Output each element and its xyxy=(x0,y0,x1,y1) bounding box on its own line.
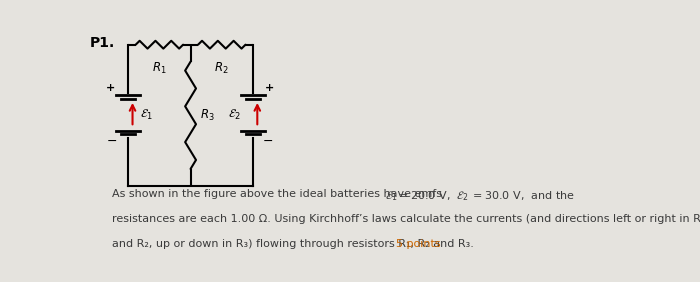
Text: $R_2$: $R_2$ xyxy=(214,61,229,76)
Text: −: − xyxy=(106,135,117,147)
Text: $R_3$: $R_3$ xyxy=(200,108,215,123)
Text: +: + xyxy=(106,83,116,93)
Text: P1.: P1. xyxy=(90,36,116,50)
Text: 5 points: 5 points xyxy=(396,239,441,249)
Text: −: − xyxy=(263,135,274,147)
Text: $R_1$: $R_1$ xyxy=(152,61,167,76)
Text: +: + xyxy=(265,83,274,93)
Text: $\mathcal{E}_1$: $\mathcal{E}_1$ xyxy=(140,108,153,122)
Text: $\mathcal{E}_2$$\;= 30.0$ V,  and the: $\mathcal{E}_2$$\;= 30.0$ V, and the xyxy=(456,189,575,203)
Text: $\mathcal{E}_2$: $\mathcal{E}_2$ xyxy=(228,108,241,122)
Text: and R₂, up or down in R₃) flowing through resistors R₁, R₂ and R₃.: and R₂, up or down in R₃) flowing throug… xyxy=(112,239,481,249)
Text: resistances are each 1.00 Ω. Using Kirchhoff’s laws calculate the currents (and : resistances are each 1.00 Ω. Using Kirch… xyxy=(112,214,700,224)
Text: As shown in the figure above the ideal batteries have emfs: As shown in the figure above the ideal b… xyxy=(112,189,442,199)
Text: $\mathcal{E}_1$$= 20.0$ V,: $\mathcal{E}_1$$= 20.0$ V, xyxy=(385,189,450,203)
